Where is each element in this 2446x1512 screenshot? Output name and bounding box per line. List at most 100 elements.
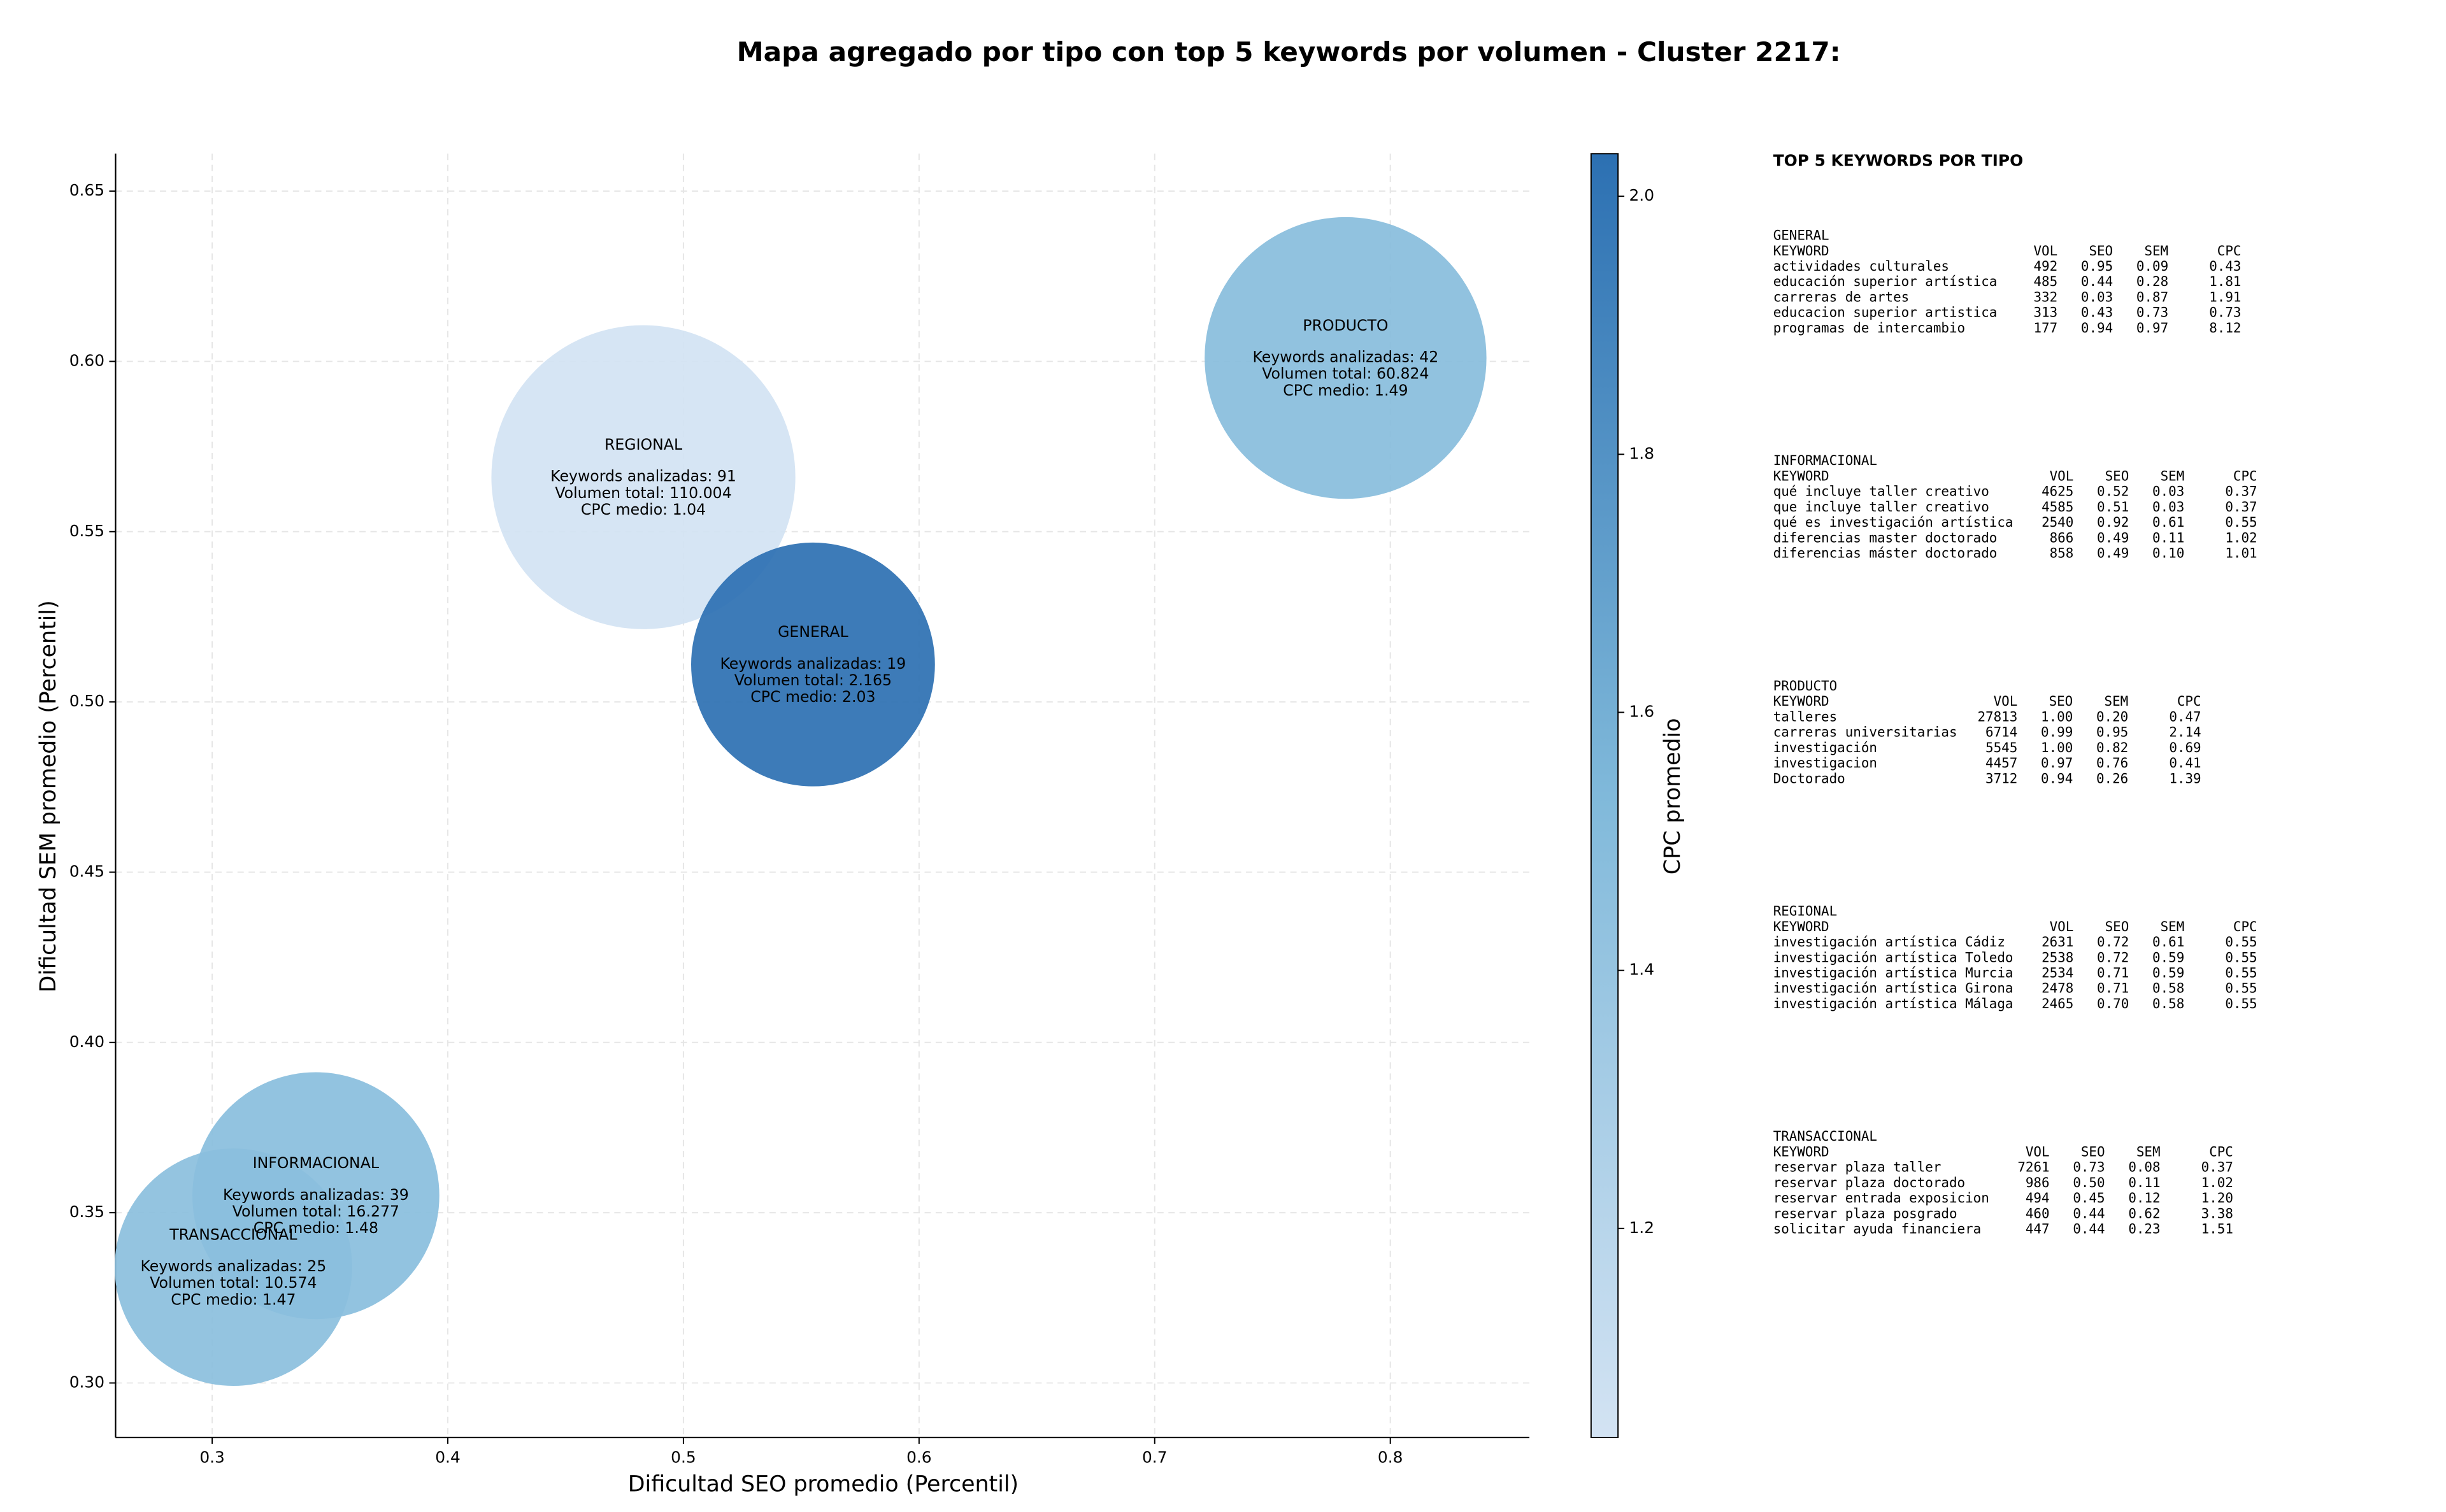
- table-cell: 2465: [2042, 996, 2073, 1011]
- table-cell: 6714: [1985, 725, 2017, 740]
- colorbar-tick-label: 1.8: [1629, 444, 1655, 462]
- table-header: KEYWORD: [1773, 1144, 1829, 1159]
- table-cell: 0.09: [2136, 259, 2168, 274]
- table-cell: 2.14: [2169, 725, 2201, 740]
- table-cell: 0.69: [2169, 740, 2201, 755]
- table-cell: 3712: [1985, 771, 2017, 786]
- y-tick-label: 0.40: [69, 1032, 104, 1051]
- x-axis-label: Dificultad SEO promedio (Percentil): [628, 1472, 1019, 1497]
- table-cell: 8.12: [2209, 320, 2241, 336]
- table-cell: 27813: [1977, 709, 2017, 724]
- table-header: CPC: [2209, 1144, 2233, 1159]
- table-cell: 4625: [2042, 484, 2073, 499]
- table-cell: 332: [2033, 289, 2057, 304]
- table-cell: 0.03: [2152, 499, 2184, 515]
- colorbar-tick-label: 1.6: [1629, 702, 1655, 720]
- table-cell: 0.94: [2041, 771, 2073, 786]
- table-cell: 313: [2033, 305, 2057, 320]
- chart-title: Mapa agregado por tipo con top 5 keyword…: [737, 36, 1841, 68]
- table-cell: 0.71: [2097, 981, 2129, 996]
- table-cell: reservar entrada exposicion: [1773, 1190, 1989, 1206]
- table-cell: 2534: [2042, 965, 2073, 980]
- table-cell: qué incluye taller creativo: [1773, 484, 1989, 499]
- table-cell: investigación artística Toledo: [1773, 950, 2013, 965]
- section-title: GENERAL: [1773, 228, 1829, 243]
- table-cell: 1.51: [2201, 1222, 2233, 1237]
- y-tick-label: 0.45: [69, 862, 104, 880]
- table-header: CPC: [2217, 243, 2242, 259]
- table-cell: 0.20: [2096, 709, 2128, 724]
- table-cell: 0.73: [2136, 305, 2168, 320]
- table-cell: 1.02: [2201, 1175, 2233, 1190]
- table-header: SEM: [2144, 243, 2168, 259]
- table-cell: 0.73: [2073, 1160, 2105, 1175]
- bubble-text: CPC medio: 1.49: [1283, 382, 1408, 399]
- table-header: KEYWORD: [1773, 694, 1829, 709]
- section-title: REGIONAL: [1773, 904, 1837, 919]
- table-header: SEM: [2136, 1144, 2161, 1159]
- table-header: VOL: [1994, 694, 2018, 709]
- table-cell: 0.49: [2097, 546, 2129, 561]
- table-cell: investigación artística Cádiz: [1773, 934, 2005, 950]
- bubble-text: CPC medio: 1.04: [581, 501, 706, 518]
- table-header: SEM: [2161, 468, 2185, 483]
- table-cell: 0.82: [2096, 740, 2128, 755]
- table-cell: 0.55: [2225, 950, 2257, 965]
- table-cell: 0.44: [2073, 1206, 2105, 1221]
- table-cell: 0.73: [2209, 305, 2241, 320]
- table-cell: 4457: [1985, 755, 2017, 771]
- table-cell: diferencias master doctorado: [1773, 530, 1998, 545]
- table-cell: 0.03: [2152, 484, 2184, 499]
- table-cell: actividades culturales: [1773, 259, 1949, 274]
- table-cell: reservar plaza taller: [1773, 1160, 1942, 1175]
- table-cell: 0.45: [2073, 1190, 2105, 1206]
- colorbar: [1590, 153, 1619, 1438]
- bubble-text: Keywords analizadas: 19: [720, 655, 906, 673]
- bubble-text: Volumen total: 2.165: [734, 671, 892, 689]
- colorbar-tick-label: 2.0: [1629, 186, 1655, 204]
- table-cell: 0.71: [2097, 965, 2129, 980]
- table-header: VOL: [2033, 243, 2057, 259]
- table-cell: 492: [2033, 259, 2057, 274]
- table-cell: programas de intercambio: [1773, 320, 1965, 336]
- table-cell: 0.58: [2152, 996, 2184, 1011]
- bubble: [1205, 217, 1487, 499]
- table-header: KEYWORD: [1773, 243, 1829, 259]
- table-cell: 0.12: [2128, 1190, 2160, 1206]
- table-cell: 0.49: [2097, 530, 2129, 545]
- bubble-text: Volumen total: 10.574: [150, 1274, 317, 1292]
- y-tick-label: 0.60: [69, 351, 104, 369]
- x-tick-label: 0.3: [199, 1448, 225, 1466]
- table-cell: 2538: [2042, 950, 2073, 965]
- table-cell: 0.97: [2041, 755, 2073, 771]
- table-cell: 4585: [2042, 499, 2073, 515]
- bubble-text: CPC medio: 1.48: [254, 1219, 378, 1237]
- table-cell: 0.11: [2152, 530, 2184, 545]
- section-title: PRODUCTO: [1773, 678, 1837, 694]
- table-cell: 866: [2050, 530, 2074, 545]
- bubble-name: TRANSACCIONAL: [169, 1225, 297, 1243]
- table-cell: 0.50: [2073, 1175, 2105, 1190]
- table-cell: 460: [2026, 1206, 2050, 1221]
- table-cell: 0.72: [2097, 934, 2129, 950]
- y-tick-label: 0.30: [69, 1373, 104, 1391]
- table-cell: 0.95: [2081, 259, 2113, 274]
- table-cell: 858: [2050, 546, 2074, 561]
- bubble-text: CPC medio: 1.47: [171, 1290, 296, 1308]
- table-cell: 0.08: [2128, 1160, 2160, 1175]
- table-cell: 0.97: [2136, 320, 2168, 336]
- table-header: SEM: [2105, 694, 2129, 709]
- table-header: SEO: [2049, 694, 2073, 709]
- table-cell: 5545: [1985, 740, 2017, 755]
- bubble-name: REGIONAL: [604, 436, 683, 453]
- table-cell: 0.28: [2136, 274, 2168, 289]
- table-cell: carreras universitarias: [1773, 725, 1957, 740]
- table-cell: 0.03: [2081, 289, 2113, 304]
- table-cell: 0.76: [2096, 755, 2128, 771]
- table-cell: qué es investigación artística: [1773, 515, 2013, 530]
- table-cell: 0.94: [2081, 320, 2113, 336]
- table-cell: educacion superior artistica: [1773, 305, 1998, 320]
- y-axis-label: Dificultad SEM promedio (Percentil): [36, 600, 61, 992]
- table-cell: 1.00: [2041, 709, 2073, 724]
